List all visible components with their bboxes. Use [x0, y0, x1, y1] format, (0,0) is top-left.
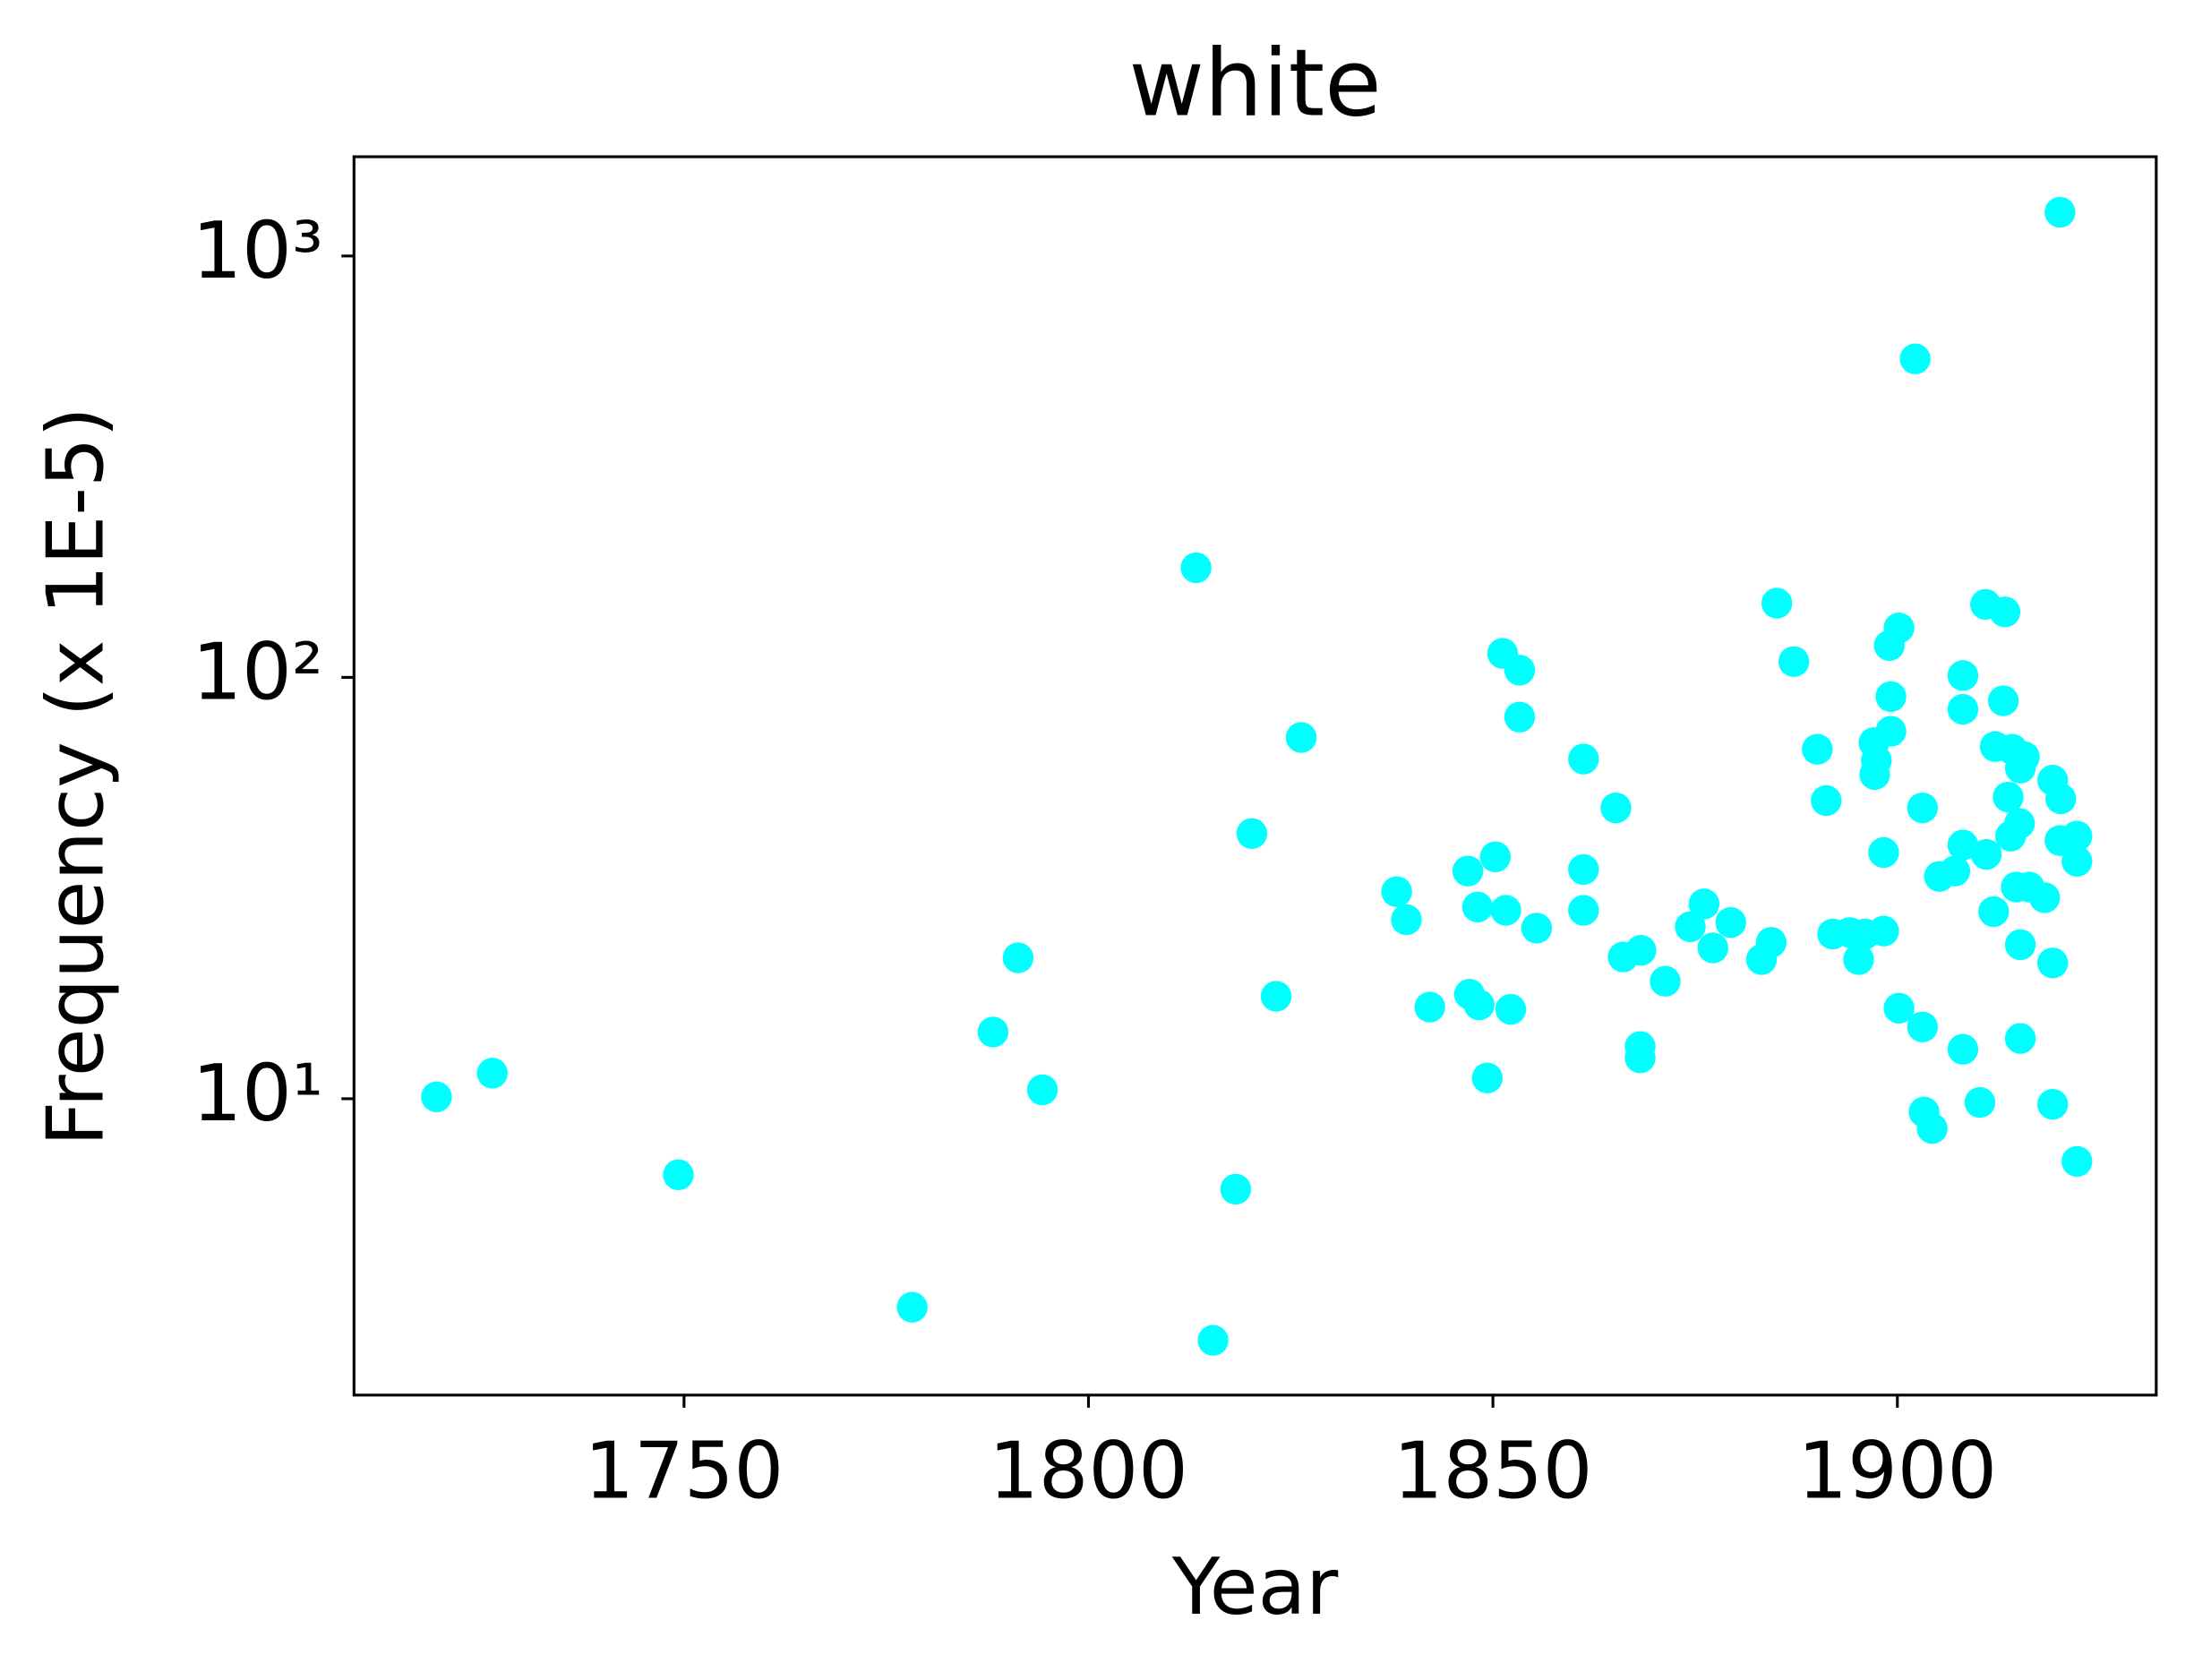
- point: [1220, 1173, 1252, 1205]
- point: [1899, 343, 1931, 374]
- point: [1504, 701, 1536, 733]
- y-tick-label: 10³: [193, 205, 323, 296]
- point: [1907, 1011, 1938, 1042]
- point: [1414, 991, 1445, 1023]
- point: [1761, 587, 1793, 619]
- point: [1624, 1042, 1656, 1074]
- point: [476, 1058, 508, 1089]
- point: [1490, 895, 1521, 926]
- point: [1260, 981, 1292, 1012]
- plot-frame: [352, 155, 2158, 1397]
- point: [2045, 783, 2077, 815]
- point: [1916, 1112, 1948, 1144]
- point: [1381, 876, 1412, 907]
- point: [1495, 993, 1527, 1025]
- point: [1970, 838, 2002, 870]
- point: [1947, 660, 1979, 691]
- point: [1463, 989, 1495, 1021]
- point: [1987, 685, 2019, 716]
- point: [1811, 784, 1842, 817]
- point: [2037, 1088, 2069, 1120]
- point: [1947, 829, 1979, 861]
- chart-title: white: [1128, 30, 1381, 137]
- point: [2004, 929, 2036, 961]
- x-tick-label: 1800: [989, 1425, 1188, 1516]
- point: [421, 1081, 452, 1113]
- point: [1883, 992, 1915, 1024]
- point: [2004, 1023, 2036, 1054]
- point: [1802, 733, 1833, 765]
- point: [1504, 655, 1536, 686]
- point: [977, 1016, 1009, 1048]
- point: [1002, 942, 1034, 973]
- point: [1452, 855, 1484, 887]
- y-axis-label: Frequency (x 1E-5): [30, 407, 122, 1146]
- point: [1778, 646, 1810, 677]
- point: [1993, 781, 2024, 813]
- point: [1285, 722, 1317, 753]
- point: [1391, 904, 1422, 936]
- point: [2044, 196, 2076, 228]
- point: [1868, 836, 1899, 869]
- point: [2003, 808, 2035, 839]
- point: [1989, 596, 2021, 628]
- x-tick-label: 1900: [1797, 1425, 1997, 1516]
- point: [1939, 855, 1971, 887]
- point: [2061, 1145, 2093, 1178]
- point: [1875, 716, 1907, 747]
- point: [1625, 935, 1657, 966]
- point: [1688, 888, 1720, 920]
- point: [1861, 744, 1892, 776]
- point: [1868, 915, 1899, 947]
- point: [1521, 913, 1553, 944]
- point: [1755, 927, 1787, 958]
- y-tick-label: 10¹: [193, 1048, 323, 1139]
- point: [1568, 895, 1599, 926]
- point: [1197, 1324, 1229, 1356]
- point: [1964, 1086, 1996, 1119]
- point: [1479, 841, 1512, 872]
- x-axis-label: Year: [1171, 1541, 1338, 1633]
- point: [1697, 932, 1729, 964]
- point: [896, 1291, 928, 1323]
- point: [1875, 681, 1907, 713]
- point: [1026, 1074, 1058, 1106]
- y-tick-label: 10²: [193, 626, 323, 717]
- point: [1236, 818, 1268, 849]
- point: [1600, 792, 1632, 824]
- point: [1843, 944, 1874, 975]
- point: [1568, 743, 1599, 775]
- point: [1947, 693, 1979, 725]
- point: [2061, 845, 2093, 877]
- point: [1675, 911, 1706, 943]
- point: [1947, 1033, 1979, 1065]
- point: [2061, 820, 2093, 852]
- point: [2028, 882, 2061, 913]
- point: [2037, 947, 2069, 979]
- point: [1650, 965, 1681, 997]
- point: [663, 1159, 694, 1191]
- point: [1180, 552, 1212, 584]
- point: [1471, 1062, 1503, 1093]
- point: [1715, 906, 1746, 939]
- x-tick-label: 1750: [585, 1425, 784, 1516]
- point: [1883, 613, 1915, 644]
- point: [1978, 896, 2010, 928]
- point: [1568, 853, 1599, 886]
- point: [2009, 741, 2040, 773]
- point: [1907, 792, 1938, 824]
- x-tick-label: 1850: [1393, 1425, 1593, 1516]
- point: [1461, 891, 1494, 923]
